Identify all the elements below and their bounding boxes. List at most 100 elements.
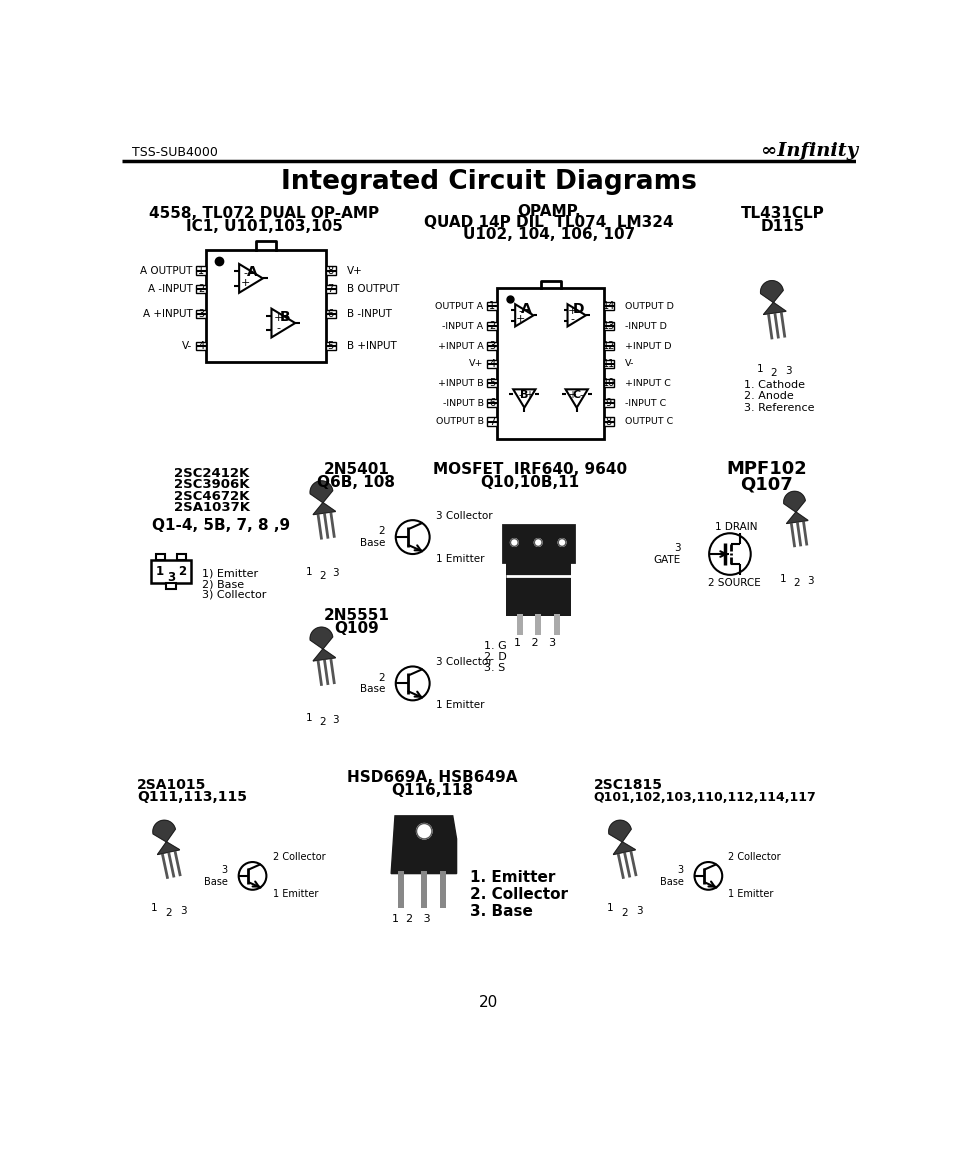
- Text: Q116,118: Q116,118: [391, 783, 473, 798]
- Text: D115: D115: [760, 219, 803, 234]
- Text: 1: 1: [198, 266, 204, 275]
- Text: B +INPUT: B +INPUT: [347, 341, 396, 351]
- Text: +INPUT C: +INPUT C: [624, 379, 670, 387]
- Text: 2SC1815: 2SC1815: [593, 778, 662, 793]
- Bar: [487, 399, 497, 408]
- Text: -: -: [578, 389, 582, 400]
- Polygon shape: [310, 480, 335, 515]
- Bar: [151, 560, 191, 583]
- Polygon shape: [391, 816, 456, 873]
- Text: 2
Base: 2 Base: [359, 526, 385, 548]
- Text: Q111,113,115: Q111,113,115: [137, 790, 247, 804]
- Circle shape: [558, 539, 565, 546]
- Bar: [603, 417, 613, 426]
- Polygon shape: [760, 281, 785, 314]
- Text: A -INPUT: A -INPUT: [148, 285, 193, 294]
- Bar: [497, 288, 603, 439]
- Text: 9: 9: [605, 399, 611, 408]
- Bar: [206, 250, 325, 362]
- Text: 3: 3: [635, 905, 641, 916]
- Text: HSD669A, HSB649A: HSD669A, HSB649A: [346, 770, 517, 785]
- Text: -: -: [570, 314, 574, 324]
- Text: 2SA1015: 2SA1015: [137, 778, 206, 793]
- Bar: [155, 554, 165, 560]
- Text: A OUTPUT: A OUTPUT: [140, 266, 193, 275]
- Text: 2N5401: 2N5401: [323, 462, 389, 477]
- Text: -INPUT B: -INPUT B: [442, 399, 483, 408]
- Text: 3: 3: [489, 341, 495, 351]
- Text: MOSFET  IRF640, 9640: MOSFET IRF640, 9640: [433, 462, 626, 477]
- Text: B: B: [519, 389, 528, 400]
- Text: 1 DRAIN: 1 DRAIN: [715, 522, 757, 532]
- Circle shape: [534, 539, 541, 546]
- Text: 11: 11: [602, 359, 614, 369]
- Text: 7: 7: [327, 285, 334, 294]
- Text: 2 SOURCE: 2 SOURCE: [708, 578, 760, 589]
- Text: MPF102: MPF102: [726, 461, 806, 478]
- Bar: [325, 266, 335, 275]
- Text: Q101,102,103,110,112,114,117: Q101,102,103,110,112,114,117: [593, 791, 816, 804]
- Text: 3 Collector: 3 Collector: [436, 657, 492, 667]
- Text: 1: 1: [606, 903, 613, 914]
- Text: TSS-SUB4000: TSS-SUB4000: [132, 145, 218, 159]
- Text: 1. Emitter: 1. Emitter: [469, 870, 555, 885]
- Text: +INPUT B: +INPUT B: [437, 379, 483, 387]
- Text: 2: 2: [198, 285, 204, 294]
- Bar: [553, 614, 559, 635]
- Bar: [487, 379, 497, 387]
- Text: 3) Collector: 3) Collector: [202, 590, 267, 600]
- Text: 1 Emitter: 1 Emitter: [436, 700, 484, 710]
- Text: 2
Base: 2 Base: [359, 673, 385, 695]
- Text: 4: 4: [489, 359, 495, 369]
- Text: 10: 10: [602, 378, 614, 388]
- Text: Q10,10B,11: Q10,10B,11: [479, 475, 578, 490]
- Text: IC1, U101,103,105: IC1, U101,103,105: [186, 219, 342, 234]
- Text: 3: 3: [180, 905, 187, 916]
- Text: 3. Base: 3. Base: [469, 904, 532, 919]
- Text: 2. Anode: 2. Anode: [743, 392, 793, 401]
- Text: V+: V+: [347, 266, 362, 275]
- Text: 3. S: 3. S: [483, 664, 504, 673]
- Text: -INPUT C: -INPUT C: [624, 399, 666, 408]
- Text: 1. Cathode: 1. Cathode: [743, 380, 804, 389]
- Text: 14: 14: [602, 301, 614, 311]
- Text: 1: 1: [306, 567, 313, 577]
- Text: 6: 6: [327, 309, 334, 319]
- Text: 20: 20: [478, 994, 498, 1009]
- Text: OUTPUT B: OUTPUT B: [436, 417, 483, 426]
- Text: 2N5551: 2N5551: [323, 608, 389, 623]
- Text: -INPUT D: -INPUT D: [624, 321, 666, 331]
- Bar: [196, 285, 206, 294]
- Text: OUTPUT D: OUTPUT D: [624, 302, 674, 311]
- Bar: [502, 525, 573, 562]
- Text: 3. Reference: 3. Reference: [743, 403, 814, 412]
- Text: +: +: [273, 313, 282, 323]
- Bar: [487, 342, 497, 350]
- Text: 2: 2: [793, 578, 800, 589]
- Text: OUTPUT A: OUTPUT A: [435, 302, 483, 311]
- Text: 2. Collector: 2. Collector: [469, 887, 567, 902]
- Text: 1) Emitter: 1) Emitter: [202, 568, 258, 578]
- Text: 2SC3906K: 2SC3906K: [173, 478, 250, 491]
- Text: +: +: [524, 389, 532, 400]
- Text: +: +: [515, 314, 524, 324]
- Bar: [166, 583, 175, 590]
- Text: 1: 1: [151, 903, 157, 914]
- Polygon shape: [783, 492, 807, 523]
- Text: 1: 1: [779, 575, 785, 584]
- Bar: [535, 614, 540, 635]
- Text: 3
GATE: 3 GATE: [653, 544, 679, 564]
- Text: 3: 3: [784, 366, 791, 376]
- Text: +INPUT D: +INPUT D: [624, 342, 671, 350]
- Text: A: A: [247, 265, 257, 279]
- Text: 2. D: 2. D: [483, 652, 506, 662]
- Text: +: +: [568, 389, 576, 400]
- Text: 1: 1: [156, 566, 164, 578]
- Bar: [325, 342, 335, 350]
- Text: 4: 4: [198, 341, 204, 351]
- Bar: [196, 310, 206, 318]
- Text: 2 Collector: 2 Collector: [273, 852, 325, 863]
- Text: 3
Base: 3 Base: [659, 865, 683, 887]
- Text: 3: 3: [198, 309, 204, 319]
- Bar: [487, 321, 497, 331]
